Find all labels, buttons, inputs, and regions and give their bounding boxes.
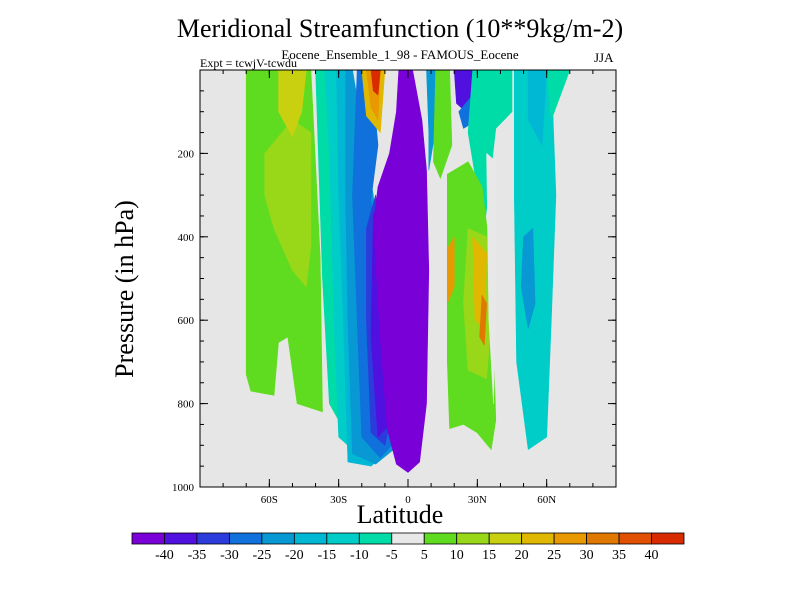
contour-region [520,228,536,329]
colorbar-label: -20 [285,548,304,563]
colorbar-swatch [261,532,295,545]
colorbar: -40 -35 -30 -25 -20 -15 -10 -5 5 10 15 20 25 30 35 40 [131,532,685,563]
colorbar-label: 40 [645,548,659,563]
colorbar-swatch [391,532,425,545]
colorbar-swatch [326,532,360,545]
colorbar-swatch [293,532,328,545]
colorbar-swatch [164,532,198,545]
contour-region [372,69,430,473]
colorbar-swatch [358,532,393,545]
colorbar-label: -25 [253,548,272,563]
plot-area [200,69,616,487]
colorbar-label: 35 [612,548,626,563]
colorbar-swatch [553,532,587,545]
colorbar-swatch [618,532,652,545]
colorbar-label: 30 [580,548,594,563]
colorbar-swatch [488,532,523,545]
colorbar-label: -5 [386,548,398,563]
colorbar-label: -15 [317,548,336,563]
contour-region [264,119,312,288]
colorbar-label: 5 [421,548,428,563]
y-tick-label: 400 [178,232,195,244]
contour-region [479,294,487,346]
colorbar-swatch [456,532,490,545]
plot-axes: 60S 30S 0 30N 60N 200 400 600 800 1000 [172,69,617,506]
contour-region [486,153,497,404]
colorbar-label: 15 [482,548,496,563]
colorbar-swatch [229,532,263,545]
colorbar-swatch [423,532,458,545]
colorbar-label: -40 [155,548,174,563]
chart-subtitle: Eocene_Ensemble_1_98 - FAMOUS_Eocene [281,47,519,62]
y-tick-label: 600 [178,315,195,327]
colorbar-label: 10 [450,548,464,563]
y-tick-label: 1000 [172,482,195,494]
y-tick-label: 800 [178,399,195,411]
colorbar-swatch [521,532,555,545]
colorbar-label: -35 [188,548,207,563]
x-tick-label: 60N [537,494,556,506]
colorbar-label: 20 [515,548,529,563]
x-tick-label: 60S [261,494,278,506]
chart-title: Meridional Streamfunction (10**9kg/m-2) [176,14,624,43]
contour-region [446,236,455,304]
colorbar-swatch [651,532,685,545]
colorbar-label: -30 [220,548,239,563]
colorbar-label: -10 [350,548,369,563]
colorbar-swatch [196,532,230,545]
x-tick-label: 30S [330,494,347,506]
y-tick-label: 200 [178,148,195,160]
colorbar-swatch [586,532,620,545]
experiment-label: Expt = tcwjV-tcwdu [200,56,297,70]
x-tick-label: 30N [468,494,487,506]
x-tick-label: 0 [405,494,411,506]
season-label: JJA [594,50,614,65]
x-axis-label: Latitude [356,500,444,529]
colorbar-swatch [131,532,165,545]
colorbar-label: 25 [547,548,561,563]
